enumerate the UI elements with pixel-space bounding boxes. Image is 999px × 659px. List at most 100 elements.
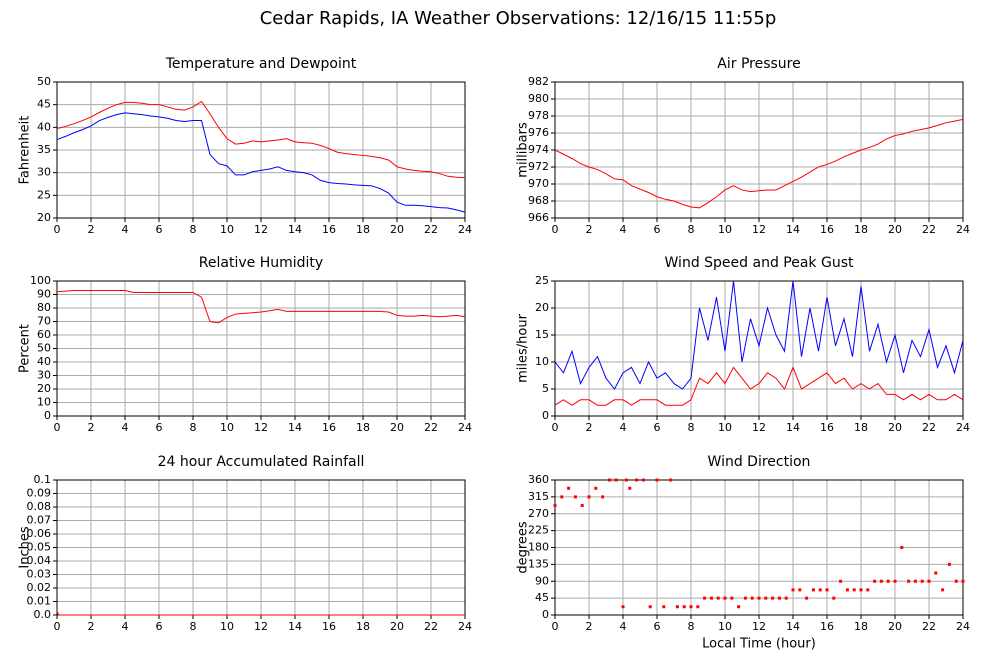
x-tick-label: 16 [820, 223, 834, 236]
y-tick-label: 0.02 [27, 581, 52, 594]
data-point [764, 596, 768, 600]
data-point [703, 596, 707, 600]
data-point [614, 478, 618, 482]
x-tick-label: 12 [254, 223, 268, 236]
y-axis-label: miles/hour [516, 313, 531, 382]
x-tick-label: 22 [424, 421, 438, 434]
data-point [624, 478, 628, 482]
data-point [607, 478, 611, 482]
y-tick-label: 978 [528, 109, 549, 122]
data-point [601, 495, 605, 499]
y-axis-label: degrees [516, 521, 531, 574]
x-tick-label: 2 [586, 620, 593, 633]
data-point [839, 579, 843, 583]
y-tick-label: 315 [528, 490, 549, 503]
x-tick-label: 10 [718, 421, 732, 434]
x-tick-label: 24 [458, 223, 472, 236]
x-tick-label: 0 [552, 620, 559, 633]
x-tick-label: 4 [620, 223, 627, 236]
x-tick-label: 20 [888, 421, 902, 434]
page-title: Cedar Rapids, IA Weather Observations: 1… [260, 8, 777, 29]
data-point [662, 605, 666, 609]
y-tick-label: 0.04 [27, 554, 52, 567]
data-point [641, 478, 645, 482]
y-tick-label: 40 [37, 355, 51, 368]
x-tick-label: 14 [288, 620, 302, 633]
data-point [845, 588, 849, 592]
x-tick-label: 16 [820, 421, 834, 434]
data-point [580, 504, 584, 507]
x-tick-label: 20 [888, 223, 902, 236]
x-tick-label: 20 [390, 421, 404, 434]
y-tick-label: 970 [528, 177, 549, 190]
x-tick-label: 16 [322, 223, 336, 236]
x-tick-label: 2 [586, 223, 593, 236]
y-tick-label: 20 [37, 211, 51, 224]
data-line [56, 289, 466, 324]
y-tick-label: 0.09 [27, 487, 52, 500]
x-tick-label: 24 [956, 620, 970, 633]
y-tick-label: 980 [528, 92, 549, 105]
x-tick-label: 18 [854, 620, 868, 633]
x-tick-label: 8 [190, 620, 197, 633]
x-tick-label: 22 [424, 223, 438, 236]
y-tick-label: 10 [37, 396, 51, 409]
data-point [886, 579, 890, 583]
data-point [723, 596, 727, 600]
data-point [784, 596, 788, 600]
x-tick-label: 0 [54, 620, 61, 633]
y-axis-label: Fahrenheit [18, 116, 33, 185]
x-tick-label: 22 [922, 620, 936, 633]
plot-frame [56, 81, 466, 219]
x-tick-label: 2 [88, 421, 95, 434]
x-tick-label: 12 [752, 620, 766, 633]
x-tick-label: 22 [922, 223, 936, 236]
data-point [873, 579, 877, 583]
x-tick-label: 6 [654, 421, 661, 434]
y-tick-label: 0 [44, 409, 51, 422]
y-tick-label: 90 [37, 288, 51, 301]
x-tick-label: 16 [322, 620, 336, 633]
data-point [893, 579, 897, 583]
x-tick-label: 12 [254, 620, 268, 633]
y-tick-label: 974 [528, 143, 549, 156]
x-tick-label: 4 [122, 223, 129, 236]
x-tick-label: 0 [552, 421, 559, 434]
data-point [560, 495, 564, 499]
y-tick-label: 968 [528, 194, 549, 207]
x-tick-label: 16 [322, 421, 336, 434]
data-point [859, 588, 863, 592]
data-point [757, 596, 761, 600]
x-tick-label: 22 [424, 620, 438, 633]
data-line [554, 280, 964, 390]
x-tick-label: 24 [458, 421, 472, 434]
x-tick-label: 24 [956, 421, 970, 434]
plot-frame [56, 280, 466, 417]
data-point [900, 546, 904, 549]
x-tick-label: 18 [356, 620, 370, 633]
data-point [737, 605, 741, 609]
y-tick-label: 966 [528, 211, 549, 224]
x-tick-label: 0 [552, 223, 559, 236]
y-tick-label: 0.07 [27, 514, 52, 527]
x-tick-label: 12 [254, 421, 268, 434]
x-tick-label: 10 [718, 620, 732, 633]
data-point [587, 495, 591, 499]
x-tick-label: 6 [654, 223, 661, 236]
x-tick-label: 22 [922, 421, 936, 434]
x-tick-label: 8 [190, 223, 197, 236]
chart-title: Temperature and Dewpoint [165, 56, 357, 72]
y-tick-label: 972 [528, 160, 549, 173]
y-tick-label: 30 [37, 166, 51, 179]
x-tick-label: 24 [458, 620, 472, 633]
data-point [635, 478, 639, 482]
x-tick-label: 14 [288, 223, 302, 236]
y-tick-label: 25 [37, 188, 51, 201]
data-point [832, 596, 836, 600]
x-tick-label: 0 [54, 421, 61, 434]
x-tick-label: 10 [220, 421, 234, 434]
data-point [689, 605, 693, 609]
data-point [934, 571, 938, 575]
data-point [879, 579, 883, 583]
y-axis-label: Percent [18, 324, 33, 373]
